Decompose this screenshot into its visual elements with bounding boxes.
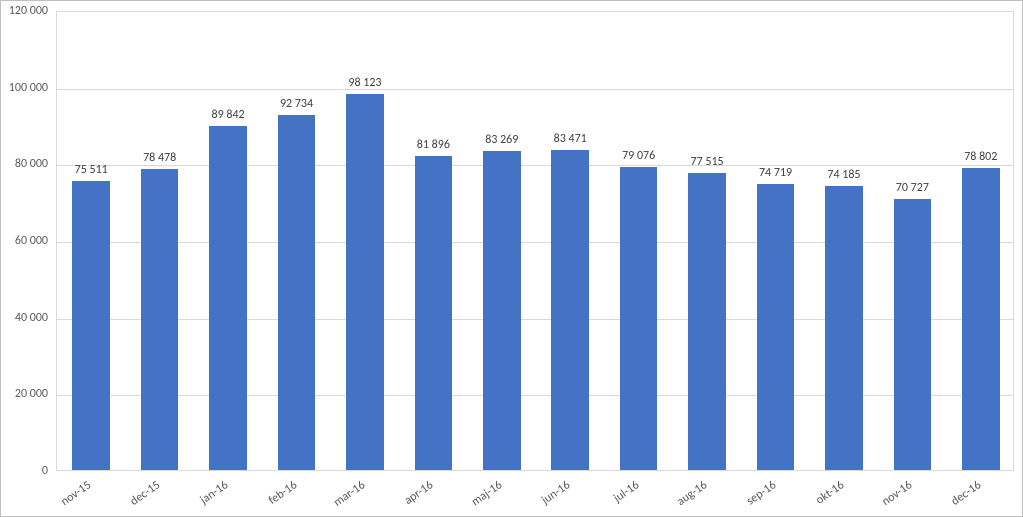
y-tick-label: 40 000 [1,311,48,325]
y-tick-label: 60 000 [1,234,48,248]
gridline [57,165,1013,166]
bar [346,94,384,470]
x-tick-label: jun-16 [540,478,574,507]
x-tick-label: mar-16 [331,478,368,510]
y-tick-label: 100 000 [1,81,48,95]
data-label: 81 896 [417,138,450,152]
bar [141,169,179,470]
bar [688,173,726,470]
data-label: 83 471 [554,132,587,146]
data-label: 98 123 [348,76,381,90]
x-tick-label: maj-16 [469,478,505,509]
data-label: 89 842 [212,108,245,122]
data-label: 75 511 [75,163,108,177]
x-tick-label: okt-16 [813,478,847,507]
data-label: 79 076 [622,149,655,163]
bar [278,115,316,470]
x-tick-label: jan-16 [198,478,231,507]
data-label: 78 802 [964,150,997,164]
data-label: 83 269 [485,133,518,147]
data-label: 74 185 [827,168,860,182]
x-tick-label: dec-15 [127,478,162,509]
bar [757,184,795,470]
bar [825,186,863,470]
bar [483,151,521,470]
x-tick-label: nov-15 [59,478,95,509]
plot-area: 75 511 78 478 89 842 92 734 98 123 81 896 83 2… [56,11,1014,471]
bar [962,168,1000,470]
bar [894,199,932,470]
gridline [57,395,1013,396]
bar [415,156,453,470]
y-tick-label: 0 [1,464,48,478]
x-tick-label: aug-16 [675,478,711,509]
bar [209,126,247,470]
data-label: 92 734 [280,97,313,111]
data-label: 78 478 [143,151,176,165]
x-tick-label: nov-16 [880,478,916,509]
gridline [57,89,1013,90]
data-label: 70 727 [896,181,929,195]
gridline [57,319,1013,320]
gridline [57,242,1013,243]
bar-chart: 75 511 78 478 89 842 92 734 98 123 81 896 83 2… [0,0,1023,517]
bar [620,167,658,470]
y-tick-label: 20 000 [1,387,48,401]
bar [72,181,110,470]
x-tick-label: dec-16 [949,478,984,509]
x-tick-label: apr-16 [402,478,436,508]
x-tick-label: jul-16 [611,478,642,505]
data-label: 77 515 [691,155,724,169]
x-tick-label: sep-16 [744,478,779,508]
x-tick-label: feb-16 [266,478,300,508]
y-tick-label: 80 000 [1,157,48,171]
bar [551,150,589,470]
y-tick-label: 120 000 [1,4,48,18]
data-label: 74 719 [759,166,792,180]
